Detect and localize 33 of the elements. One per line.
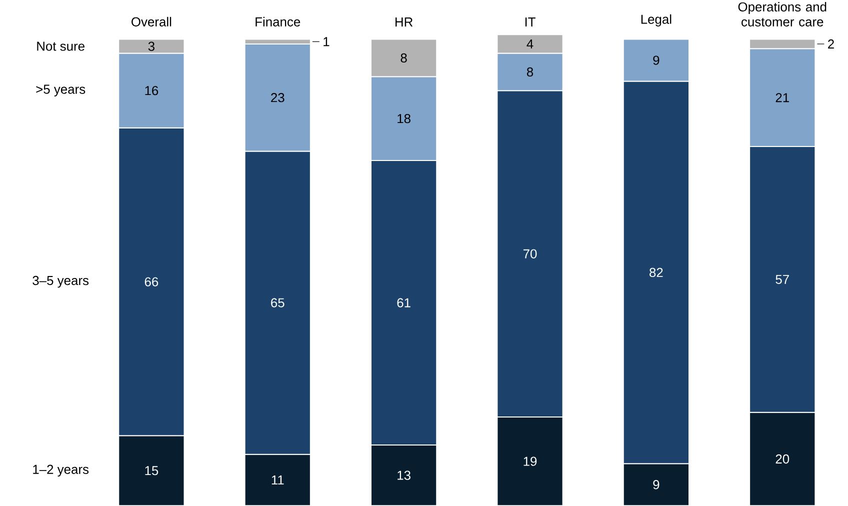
text: 1–2 years bbox=[33, 464, 89, 476]
data-label: 18 bbox=[398, 114, 410, 124]
x-tick-label: IT bbox=[525, 17, 536, 26]
data-label: 57 bbox=[776, 274, 789, 284]
data-label: 15 bbox=[145, 466, 158, 476]
data-label: 9 bbox=[653, 480, 660, 490]
data-label: 3 bbox=[148, 42, 154, 51]
data-label: 23 bbox=[271, 92, 284, 102]
text: >5 years bbox=[36, 84, 86, 96]
data-label: 66 bbox=[144, 277, 158, 286]
data-label: 82 bbox=[650, 268, 663, 277]
data-label: 8 bbox=[526, 67, 534, 76]
data-label: 1 bbox=[324, 37, 330, 46]
x-tick-label: Legal bbox=[641, 14, 672, 26]
x-tick-label: Overall bbox=[132, 16, 172, 26]
data-label: 21 bbox=[776, 93, 789, 102]
data-label: 9 bbox=[653, 56, 660, 65]
data-label: 70 bbox=[523, 249, 537, 258]
data-label: 61 bbox=[397, 298, 410, 308]
x-tick-label: Operations and customer care bbox=[738, 2, 826, 26]
x-tick-label: Finance bbox=[256, 16, 300, 26]
text: Not sure bbox=[37, 42, 84, 51]
data-label: 13 bbox=[398, 470, 410, 480]
data-label: 2 bbox=[828, 39, 834, 48]
data-label: 11 bbox=[272, 475, 284, 484]
data-label: 4 bbox=[526, 39, 534, 48]
data-label: 16 bbox=[145, 86, 158, 96]
text: 3–5 years bbox=[32, 276, 89, 288]
x-tick-label: HR bbox=[396, 17, 413, 26]
data-label: 20 bbox=[776, 454, 790, 464]
data-label: 8 bbox=[400, 53, 407, 62]
data-label: 19 bbox=[524, 456, 537, 466]
data-label: 65 bbox=[271, 298, 284, 308]
